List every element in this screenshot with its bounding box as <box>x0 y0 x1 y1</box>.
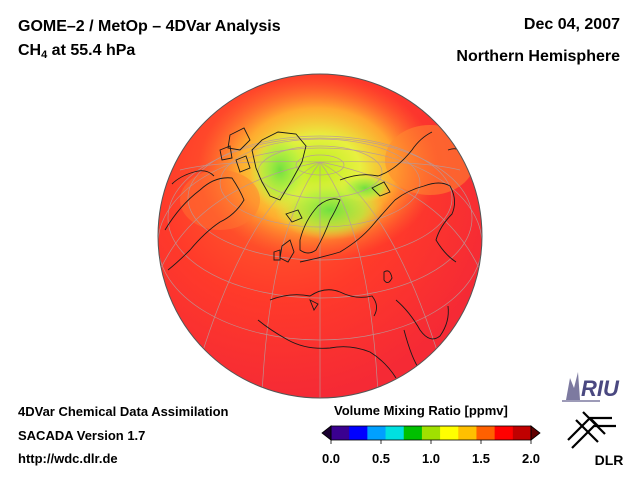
colorbar-segment <box>331 426 350 440</box>
colorbar-tick-marks <box>330 440 532 444</box>
riu-logo: RIU <box>562 372 620 402</box>
colorbar-segment <box>494 426 514 440</box>
colorbar-segment <box>512 426 532 440</box>
footer-line-2: SACADA Version 1.7 <box>18 428 146 443</box>
globe-border <box>157 73 483 399</box>
species-subscript: 4 <box>41 49 48 61</box>
colorbar-segment <box>458 426 478 440</box>
analysis-date: Dec 04, 2007 <box>523 16 620 33</box>
colorbar-segment <box>403 426 423 440</box>
colorbar-tick-label: 0.0 <box>321 451 341 466</box>
colorbar-tick-label: 0.5 <box>371 451 391 466</box>
riu-logo-text: RIU <box>581 376 620 401</box>
orange-patch-america <box>180 170 260 230</box>
riu-logo-mark <box>566 372 580 400</box>
colorbar <box>321 425 541 444</box>
greenland-outline <box>251 131 307 201</box>
colorbar-title: Volume Mixing Ratio [ppmv] <box>334 403 508 418</box>
green-patch-greenland <box>250 130 310 210</box>
colorbar-segment <box>476 426 496 440</box>
colorbar-segments <box>331 426 532 440</box>
map-title: GOME–2 / MetOp – 4DVar Analysis <box>18 18 281 35</box>
colorbar-segment <box>440 426 459 440</box>
footer-url: http://wdc.dlr.de <box>18 451 118 466</box>
colorbar-max-arrow <box>530 425 541 441</box>
colorbar-segment <box>385 426 405 440</box>
dlr-logo: DLR <box>567 411 624 468</box>
globe <box>157 73 483 399</box>
colorbar-min-arrow <box>321 425 332 441</box>
scandinavia-outline <box>299 198 341 254</box>
footer-line-1: 4DVar Chemical Data Assimilation <box>18 404 229 419</box>
colorbar-segment <box>349 426 368 440</box>
colorbar-tick-label: 2.0 <box>521 451 541 466</box>
colorbar-tick-label: 1.0 <box>421 451 441 466</box>
species-level-label: CH4 at 55.4 hPa <box>18 42 135 61</box>
pressure-level: at 55.4 hPa <box>47 42 136 59</box>
dlr-logo-text: DLR <box>595 452 624 468</box>
colorbar-tick-label: 1.5 <box>471 451 491 466</box>
green-patch-siberia <box>339 174 391 202</box>
colorbar-segment <box>367 426 387 440</box>
colorbar-segment <box>421 426 441 440</box>
region-label: Northern Hemisphere <box>456 48 620 65</box>
species-name: CH <box>18 42 42 59</box>
